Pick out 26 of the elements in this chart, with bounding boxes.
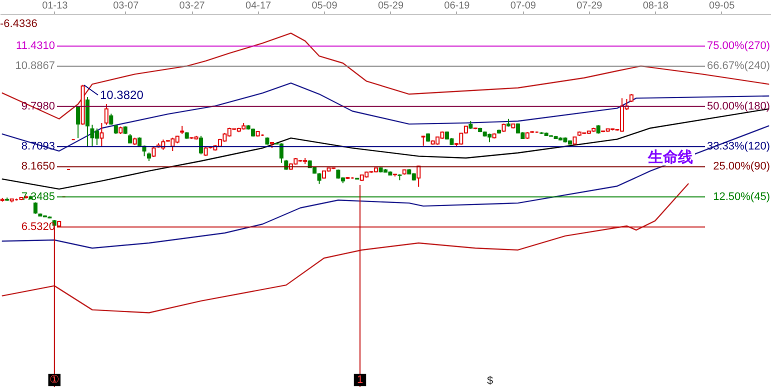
x-tick-label: 04-17 [246, 0, 272, 12]
x-tick-label: 07-29 [576, 0, 603, 12]
x-tick-label: 03-07 [113, 0, 140, 12]
x-tick-label: 03-27 [179, 0, 206, 12]
ref-line-label: 7.3485 [21, 190, 55, 203]
x-tick-label: 07-09 [510, 0, 536, 12]
x-tick-label: 09-05 [709, 0, 736, 12]
annotation: 1 [356, 374, 364, 386]
annotation: 10.3820 [100, 88, 144, 102]
ref-line-label: 10.8867 [15, 60, 55, 72]
annotation: 生命线 [647, 149, 693, 166]
annotation: -6.4336 [0, 18, 38, 30]
annotation: 50.00%(180) [707, 100, 770, 112]
x-tick-label: 01-13 [42, 0, 68, 12]
x-tick-label: 06-19 [444, 0, 470, 12]
x-tick-label: 08-18 [642, 0, 669, 12]
annotation: $ [486, 375, 494, 387]
ref-line-label: 11.4310 [16, 40, 55, 52]
annotation: 12.50%(45) [713, 190, 770, 203]
annotation: 75.00%(270) [707, 40, 770, 52]
x-tick-label: 05-29 [378, 0, 404, 12]
annotation: ① [49, 374, 60, 386]
ref-line-label: 8.1650 [21, 160, 55, 173]
annotation: 25.00%(90) [713, 160, 770, 173]
annotation: 66.67%(240) [707, 60, 770, 72]
x-tick-label: 05-09 [312, 0, 338, 12]
